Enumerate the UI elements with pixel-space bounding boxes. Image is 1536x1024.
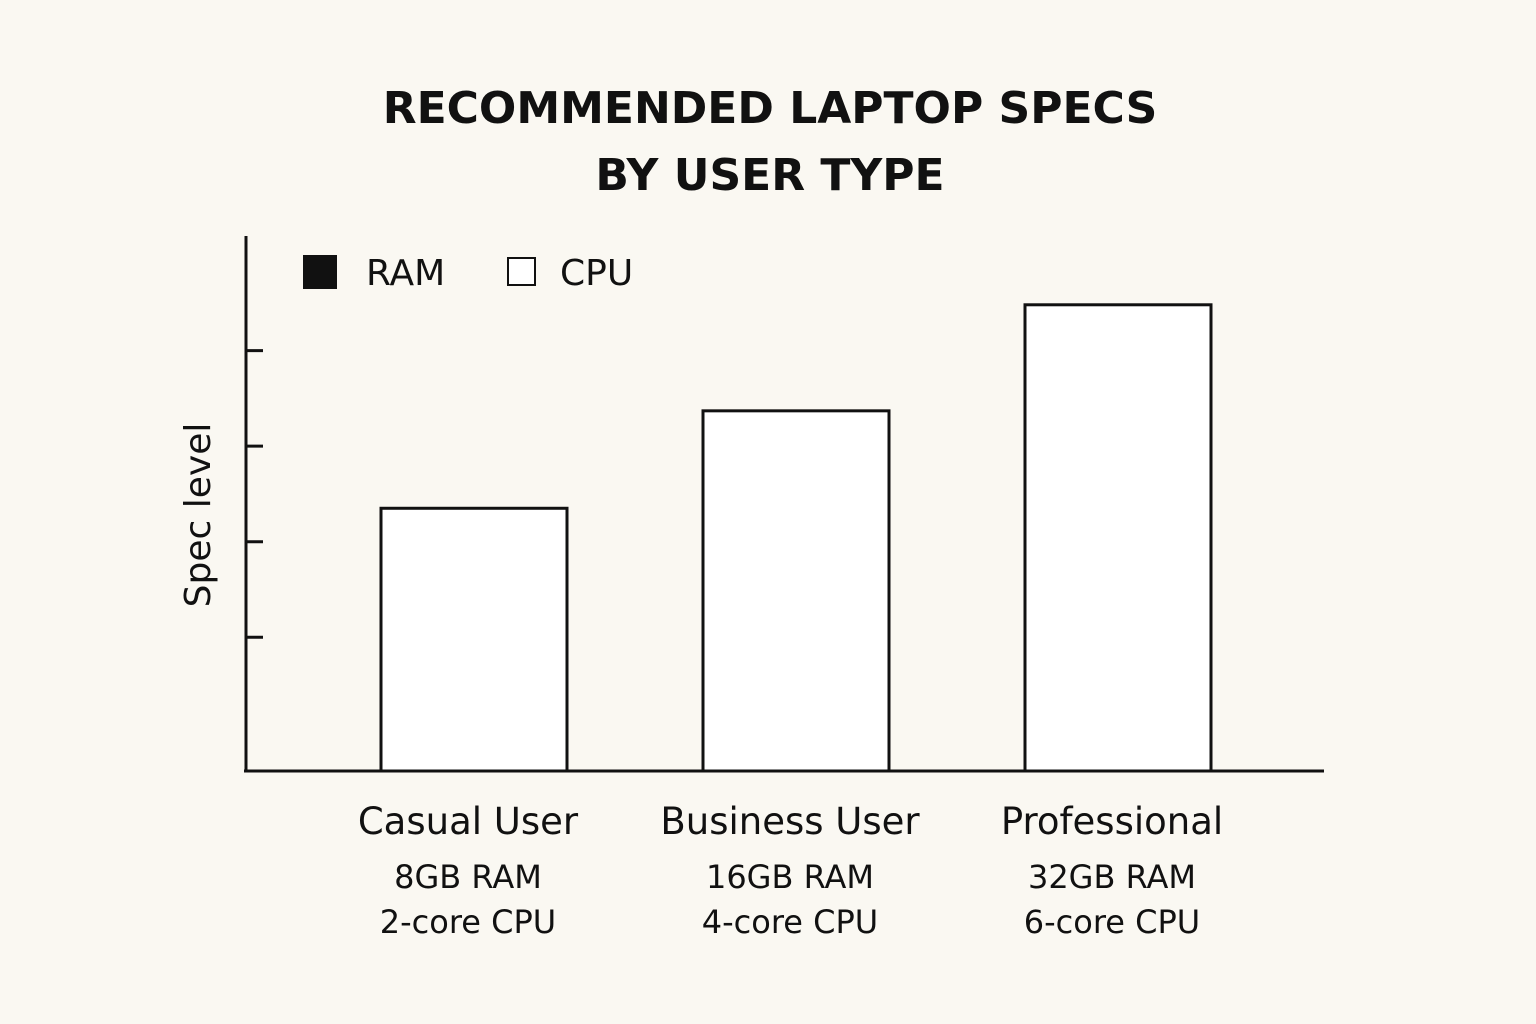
bars-group xyxy=(379,303,1213,773)
chart-title-line-1: RECOMMENDED LAPTOP SPECS xyxy=(383,83,1158,134)
category-detail-professional-cpu: 6-core CPU xyxy=(1024,903,1200,941)
category-detail-casual-user-ram: 8GB RAM xyxy=(394,858,542,896)
chart-title-line-2: BY USER TYPE xyxy=(595,150,944,201)
category-detail-casual-user-cpu: 2-core CPU xyxy=(380,903,556,941)
category-label-business-user: Business User xyxy=(660,800,920,843)
category-labels-group: Casual User 8GB RAM 2-core CPU Business Use… xyxy=(358,800,1223,941)
category-detail-business-user-ram: 16GB RAM xyxy=(706,858,874,896)
category-label-casual-user: Casual User xyxy=(358,800,579,843)
legend-label-cpu: CPU xyxy=(560,253,633,294)
legend: RAM CPU xyxy=(303,253,633,294)
y-axis-label: Spec level xyxy=(178,423,219,608)
legend-swatch-cpu xyxy=(507,257,536,286)
legend-swatch-ram xyxy=(303,255,337,289)
category-detail-professional-ram: 32GB RAM xyxy=(1028,858,1196,896)
bar-casual-user xyxy=(379,506,569,773)
bar-business-user xyxy=(701,409,891,773)
category-label-professional: Professional xyxy=(1001,800,1223,843)
legend-label-ram: RAM xyxy=(366,253,445,294)
category-detail-business-user-cpu: 4-core CPU xyxy=(702,903,878,941)
bar-professional xyxy=(1023,303,1213,773)
y-ticks-group xyxy=(246,349,263,639)
